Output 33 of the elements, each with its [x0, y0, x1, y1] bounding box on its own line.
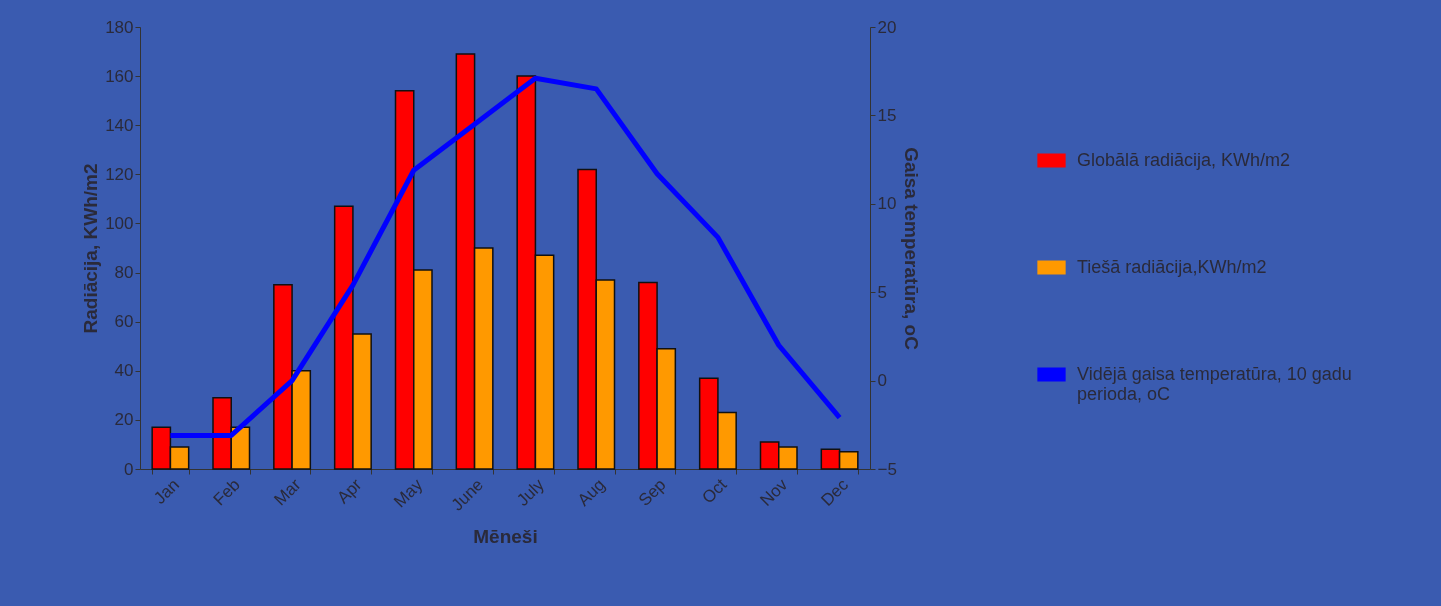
y-tick-label: 60: [114, 312, 134, 332]
x-tick-label: Aug: [573, 475, 609, 510]
x-tick-label: Nov: [756, 474, 792, 510]
y-tick-label: 180: [105, 17, 134, 37]
y-axis-title: Radiācija, KWh/m2: [80, 163, 102, 334]
y2-tick-label: 5: [877, 282, 887, 302]
x-axis-title: Mēneši: [473, 525, 538, 547]
y2-tick-label: 10: [877, 194, 897, 214]
y-tick-label: 120: [105, 164, 134, 184]
legend-label: Vidējā gaisa temperatūra, 10 gadu perioda, oC: [1077, 363, 1352, 404]
x-tick-label: Apr: [333, 474, 366, 508]
y2-tick-label: −5: [877, 459, 897, 479]
y-tick-label: 0: [124, 459, 134, 479]
x-tick-label: Dec: [817, 474, 853, 510]
x-tick-label: Oct: [698, 474, 731, 508]
x-tick-label: Jan: [150, 475, 183, 508]
x-tick-label: Sep: [634, 475, 670, 510]
y-tick-label: 140: [105, 115, 134, 135]
y2-tick-label: 20: [877, 17, 897, 37]
x-tick-label: Mar: [270, 474, 305, 510]
x-tick-label: May: [390, 474, 427, 512]
y-tick-label: 160: [105, 66, 134, 86]
legend-label: Globālā radiācija, KWh/m2: [1077, 149, 1291, 170]
y-tick-label: 100: [105, 213, 134, 233]
y-tick-label: 20: [114, 410, 134, 430]
y2-tick-label: 15: [877, 105, 897, 125]
y-tick-label: 40: [114, 361, 134, 381]
legend-label: Tiešā radiācija,KWh/m2: [1077, 256, 1267, 277]
y2-tick-label: 0: [877, 371, 887, 391]
x-tick-label: Feb: [209, 475, 244, 510]
y2-axis-title: Gaisa temperatūra, oC: [900, 147, 922, 351]
x-tick-label: July: [513, 474, 549, 510]
y-tick-label: 80: [114, 263, 134, 283]
